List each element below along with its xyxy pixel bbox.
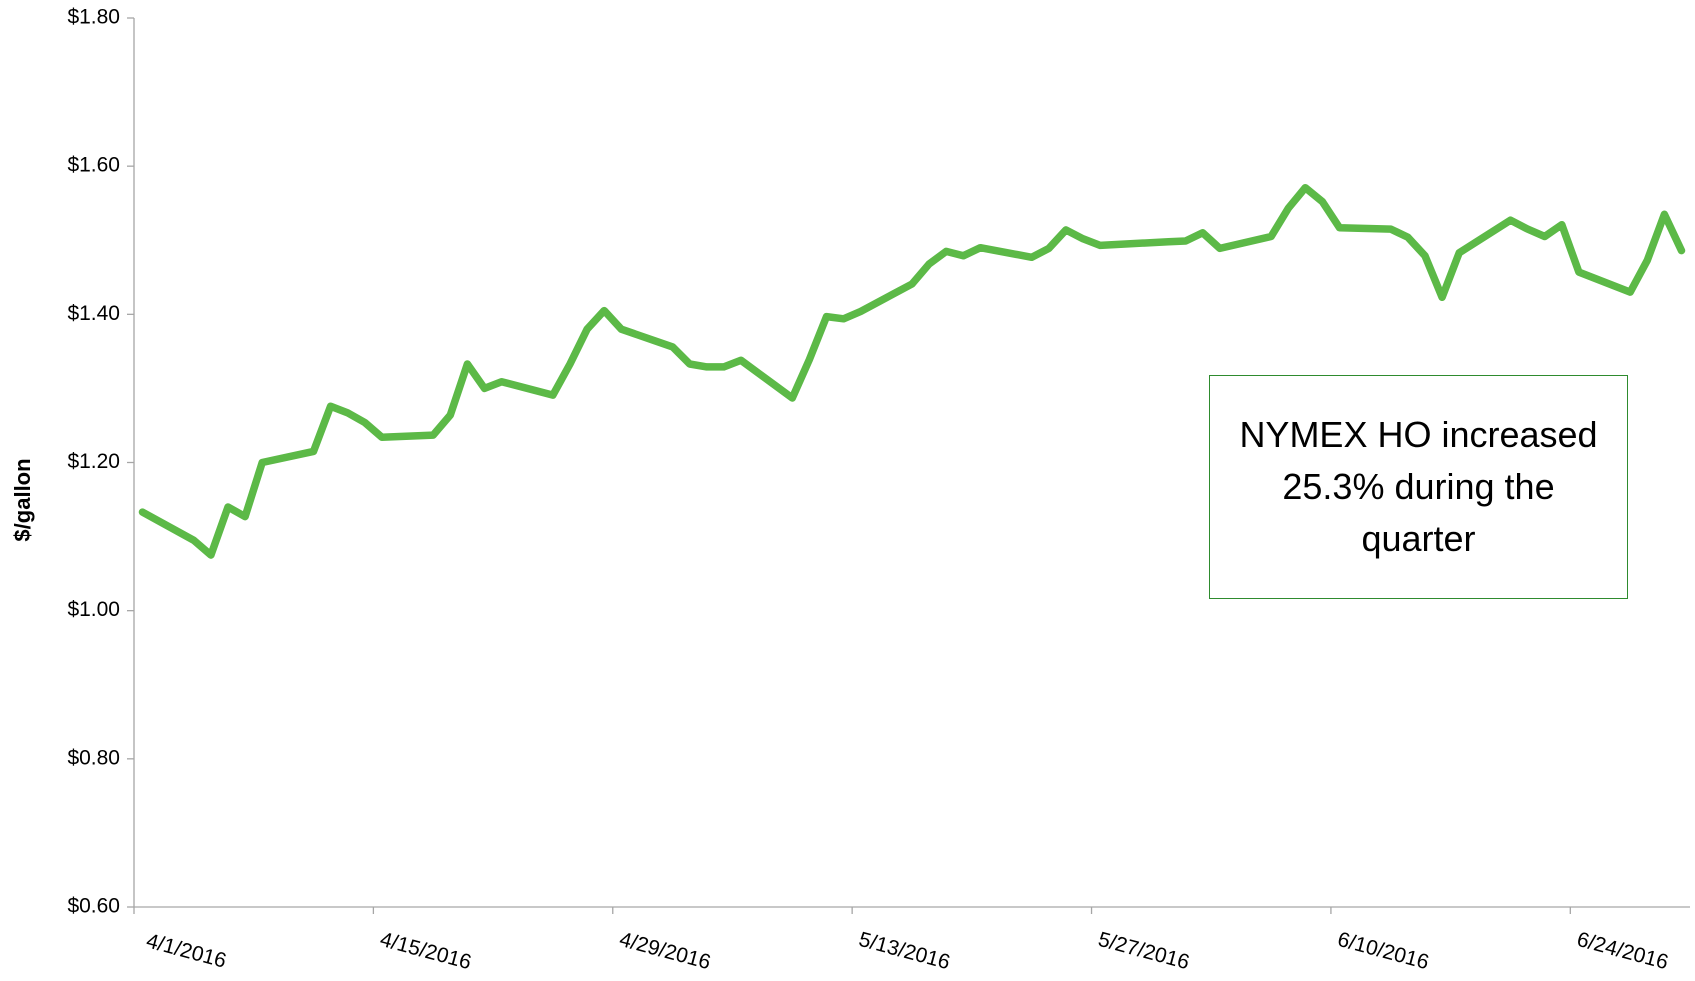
annotation: NYMEX HO increased 25.3% during the quar…: [1209, 375, 1628, 599]
y-tick-label: $0.80: [67, 746, 120, 769]
annotation-box: NYMEX HO increased 25.3% during the quar…: [1209, 375, 1628, 599]
x-tick-label: 6/10/2016: [1335, 928, 1431, 974]
y-axis-label: $/gallon: [10, 458, 35, 541]
y-tick-label: $1.20: [67, 450, 120, 473]
x-tick-label: 6/24/2016: [1574, 928, 1670, 974]
y-tick-label: $1.40: [67, 302, 120, 325]
y-tick-label: $1.80: [67, 6, 120, 29]
x-tick-label: 5/13/2016: [856, 928, 952, 974]
y-tick-label: $0.60: [67, 895, 120, 918]
x-tick-label: 4/15/2016: [378, 928, 474, 974]
x-tick-label: 5/27/2016: [1096, 928, 1192, 974]
x-tick-label: 4/29/2016: [617, 928, 713, 974]
line-series: [138, 183, 1686, 559]
y-tick-label: $1.60: [67, 154, 120, 177]
x-tick-label: 4/1/2016: [144, 929, 229, 972]
y-tick-label: $1.00: [67, 598, 120, 621]
